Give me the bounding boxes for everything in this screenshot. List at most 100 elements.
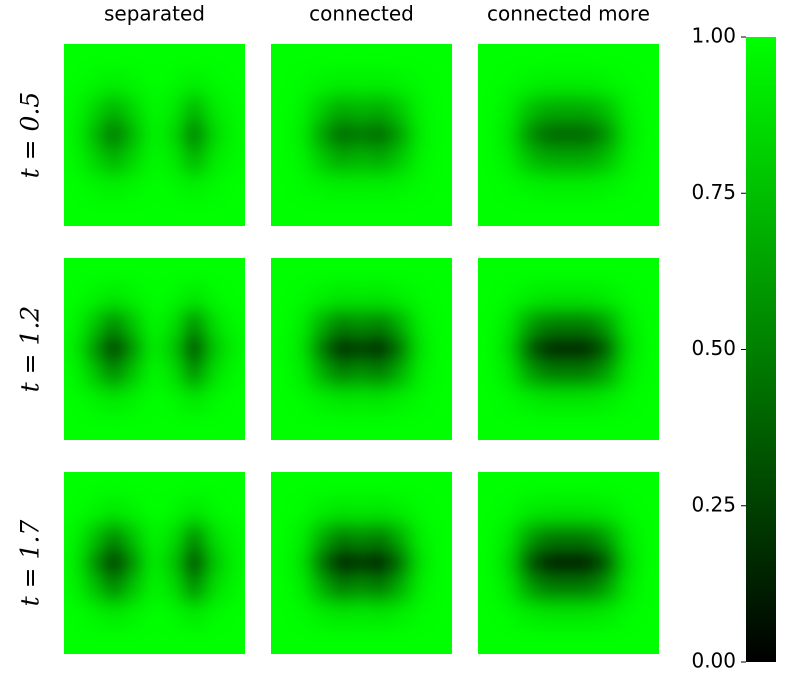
heat-cell (391, 575, 413, 603)
heat-cell (204, 95, 226, 123)
heat-cell (618, 199, 640, 226)
heat-cell (517, 361, 539, 389)
heat-cell (103, 199, 125, 226)
panel-cells (478, 472, 659, 654)
heat-cell (271, 627, 292, 654)
heat-cell (638, 199, 659, 226)
heat-cell (371, 361, 393, 389)
heat-cell (557, 627, 580, 654)
heat-cell (224, 361, 245, 389)
heat-cell (224, 413, 245, 440)
heat-cell (638, 258, 659, 285)
heat-cell (350, 549, 373, 577)
heat-cell (638, 387, 659, 415)
panel-cells (271, 258, 452, 440)
heat-cell (371, 173, 393, 201)
heat-cell (184, 335, 206, 363)
heat-cell (638, 601, 659, 629)
heat-cell (350, 147, 373, 175)
heat-cell (371, 472, 393, 499)
heat-cell (310, 497, 332, 525)
heat-cell (290, 44, 312, 71)
heat-cell (578, 387, 600, 415)
heat-cell (143, 69, 166, 97)
heat-cell (184, 387, 206, 415)
heat-cell (64, 69, 85, 97)
heat-cell (537, 121, 559, 149)
heat-cell (618, 44, 640, 71)
heat-cell (411, 44, 433, 71)
heat-cell (330, 173, 352, 201)
heat-cell (478, 95, 499, 123)
heat-cell (310, 601, 332, 629)
heat-cell (290, 497, 312, 525)
heat-cell (478, 413, 499, 440)
heat-cell (371, 549, 393, 577)
heat-cell (497, 283, 519, 311)
heat-cell (598, 361, 620, 389)
heat-cell (478, 199, 499, 226)
heat-cell (290, 121, 312, 149)
heat-cell (411, 575, 433, 603)
heat-cell (204, 497, 226, 525)
heat-cell (143, 309, 166, 337)
heat-cell (330, 309, 352, 337)
heat-cell (517, 199, 539, 226)
heat-cell (164, 627, 186, 654)
heat-cell (517, 523, 539, 551)
heat-cell (478, 387, 499, 415)
heat-cell (330, 69, 352, 97)
heat-cell (578, 523, 600, 551)
heat-cell (578, 575, 600, 603)
heat-cell (64, 413, 85, 440)
panel-cells (64, 258, 245, 440)
heat-cell (204, 387, 226, 415)
heat-cell (184, 199, 206, 226)
colorbar-tick-label: 0.25 (691, 492, 736, 516)
heat-cell (123, 575, 145, 603)
heat-cell (371, 523, 393, 551)
heat-cell (537, 549, 559, 577)
heat-cell (391, 601, 413, 629)
heat-cell (224, 523, 245, 551)
heat-cell (164, 601, 186, 629)
heat-cell (350, 121, 373, 149)
heat-cell (391, 335, 413, 363)
heat-cell (478, 147, 499, 175)
heat-cell (431, 387, 452, 415)
heat-cell (184, 413, 206, 440)
heat-cell (64, 549, 85, 577)
heat-cell (310, 523, 332, 551)
heat-cell (184, 121, 206, 149)
heat-cell (271, 601, 292, 629)
heat-cell (391, 147, 413, 175)
heat-cell (537, 258, 559, 285)
heat-cell (557, 523, 580, 551)
heat-cell (391, 258, 413, 285)
heat-cell (184, 44, 206, 71)
heat-cell (350, 497, 373, 525)
heat-cell (224, 258, 245, 285)
panel-cells (64, 472, 245, 654)
heat-cell (638, 69, 659, 97)
heat-cell (103, 335, 125, 363)
heat-cell (557, 575, 580, 603)
heat-cell (330, 549, 352, 577)
heat-cell (103, 497, 125, 525)
heat-cell (517, 121, 539, 149)
heat-cell (431, 497, 452, 525)
heat-cell (184, 173, 206, 201)
heat-cell (497, 361, 519, 389)
heat-cell (123, 95, 145, 123)
heat-cell (578, 95, 600, 123)
heat-cell (184, 309, 206, 337)
heat-cell (184, 497, 206, 525)
heat-cell (557, 199, 580, 226)
colorbar-tick-label: 1.00 (691, 24, 736, 48)
heat-cell (598, 575, 620, 603)
panel (271, 472, 452, 654)
heat-cell (204, 44, 226, 71)
heat-cell (290, 199, 312, 226)
heat-cell (330, 258, 352, 285)
heat-cell (123, 497, 145, 525)
